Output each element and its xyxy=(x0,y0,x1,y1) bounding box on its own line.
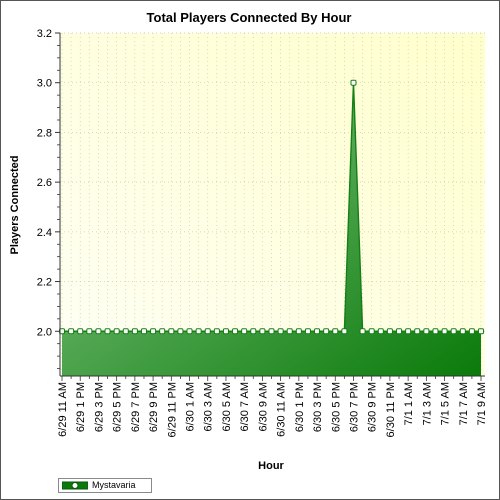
data-point xyxy=(359,328,366,335)
data-point xyxy=(405,328,412,335)
x-tick-label: 6/29 3 PM xyxy=(93,382,105,432)
y-tick-label: 2.0 xyxy=(37,326,52,338)
x-tick-label: 6/30 5 AM xyxy=(221,382,233,432)
legend-swatch-icon xyxy=(62,481,88,490)
series-area xyxy=(59,79,484,376)
x-tick-label: 6/30 3 AM xyxy=(203,382,215,432)
data-point xyxy=(95,328,102,335)
data-point xyxy=(68,328,75,335)
x-tick-label: 7/1 1 AM xyxy=(403,382,415,425)
data-point xyxy=(131,328,138,335)
data-point xyxy=(186,328,193,335)
x-tick-label: 6/30 7 PM xyxy=(348,382,360,432)
data-point xyxy=(441,328,448,335)
data-point xyxy=(177,328,184,335)
data-point xyxy=(195,328,202,335)
data-point xyxy=(414,328,421,335)
x-tick-label: 7/1 9 AM xyxy=(476,382,488,425)
x-ticks: 6/29 11 AM 6/29 1 PM 6/29 3 PM 6/29 5 PM 6/2… xyxy=(57,376,488,437)
data-point xyxy=(222,328,229,335)
x-tick-label: 6/30 1 AM xyxy=(185,382,197,432)
x-tick-label: 6/29 5 PM xyxy=(112,382,124,432)
y-tick-label: 2.8 xyxy=(37,127,52,139)
x-tick-label: 6/29 11 AM xyxy=(57,382,69,437)
data-point xyxy=(386,328,393,335)
data-point xyxy=(259,328,266,335)
x-tick-label: 6/30 1 PM xyxy=(294,382,306,432)
data-point xyxy=(323,328,330,335)
data-point xyxy=(468,328,475,335)
data-point xyxy=(478,328,484,335)
x-tick-label: 6/30 9 AM xyxy=(257,382,269,432)
x-tick-label: 6/30 5 PM xyxy=(330,382,342,432)
data-point xyxy=(332,328,339,335)
data-point xyxy=(350,79,357,86)
x-tick-label: 7/1 7 AM xyxy=(458,382,470,425)
x-tick-label: 6/30 7 AM xyxy=(239,382,251,432)
data-point xyxy=(396,328,403,335)
y-tick-label: 2.4 xyxy=(37,227,52,239)
data-point xyxy=(241,328,248,335)
legend: Mystavaria xyxy=(58,478,152,493)
data-point xyxy=(213,328,220,335)
x-tick-label: 7/1 5 AM xyxy=(440,382,452,425)
y-tick-label: 2.2 xyxy=(37,277,52,289)
data-point xyxy=(450,328,457,335)
data-point xyxy=(286,328,293,335)
y-tick-label: 3.2 xyxy=(37,28,52,40)
data-point xyxy=(459,328,466,335)
plot-background xyxy=(60,33,485,376)
x-tick-label: 6/30 11 AM xyxy=(276,382,288,437)
x-tick-label: 6/29 1 PM xyxy=(75,382,87,432)
x-tick-label: 6/29 11 PM xyxy=(166,382,178,437)
data-point xyxy=(122,328,129,335)
data-point xyxy=(341,328,348,335)
data-point xyxy=(159,328,166,335)
x-tick-label: 6/30 9 PM xyxy=(367,382,379,432)
data-point xyxy=(140,328,147,335)
y-ticks: 2.0 2.2 2.4 2.6 2.8 3.0 3.2 xyxy=(37,28,60,369)
data-point xyxy=(377,328,384,335)
data-point xyxy=(314,328,321,335)
x-tick-label: 6/29 9 PM xyxy=(148,382,160,432)
data-point xyxy=(277,328,284,335)
x-axis-label: Hour xyxy=(258,460,284,472)
data-point xyxy=(204,328,211,335)
data-point xyxy=(113,328,120,335)
data-point xyxy=(150,328,157,335)
data-point xyxy=(423,328,430,335)
x-tick-label: 6/30 3 PM xyxy=(312,382,324,432)
series-area-fill xyxy=(62,82,481,376)
data-point xyxy=(304,328,311,335)
data-point xyxy=(77,328,84,335)
data-point xyxy=(295,328,302,335)
y-tick-label: 3.0 xyxy=(37,78,52,90)
data-point xyxy=(432,328,439,335)
x-tick-label: 7/1 3 AM xyxy=(421,382,433,425)
data-point xyxy=(250,328,257,335)
x-tick-label: 6/29 7 PM xyxy=(130,382,142,432)
data-point xyxy=(168,328,175,335)
x-tick-label: 6/30 11 PM xyxy=(385,382,397,437)
data-point xyxy=(104,328,111,335)
legend-label: Mystavaria xyxy=(92,480,136,490)
y-tick-label: 2.6 xyxy=(37,177,52,189)
chart-title: Total Players Connected By Hour xyxy=(147,10,352,25)
data-point xyxy=(268,328,275,335)
data-point xyxy=(368,328,375,335)
y-axis-label: Players Connected xyxy=(9,155,21,254)
data-point xyxy=(86,328,93,335)
data-point xyxy=(232,328,239,335)
